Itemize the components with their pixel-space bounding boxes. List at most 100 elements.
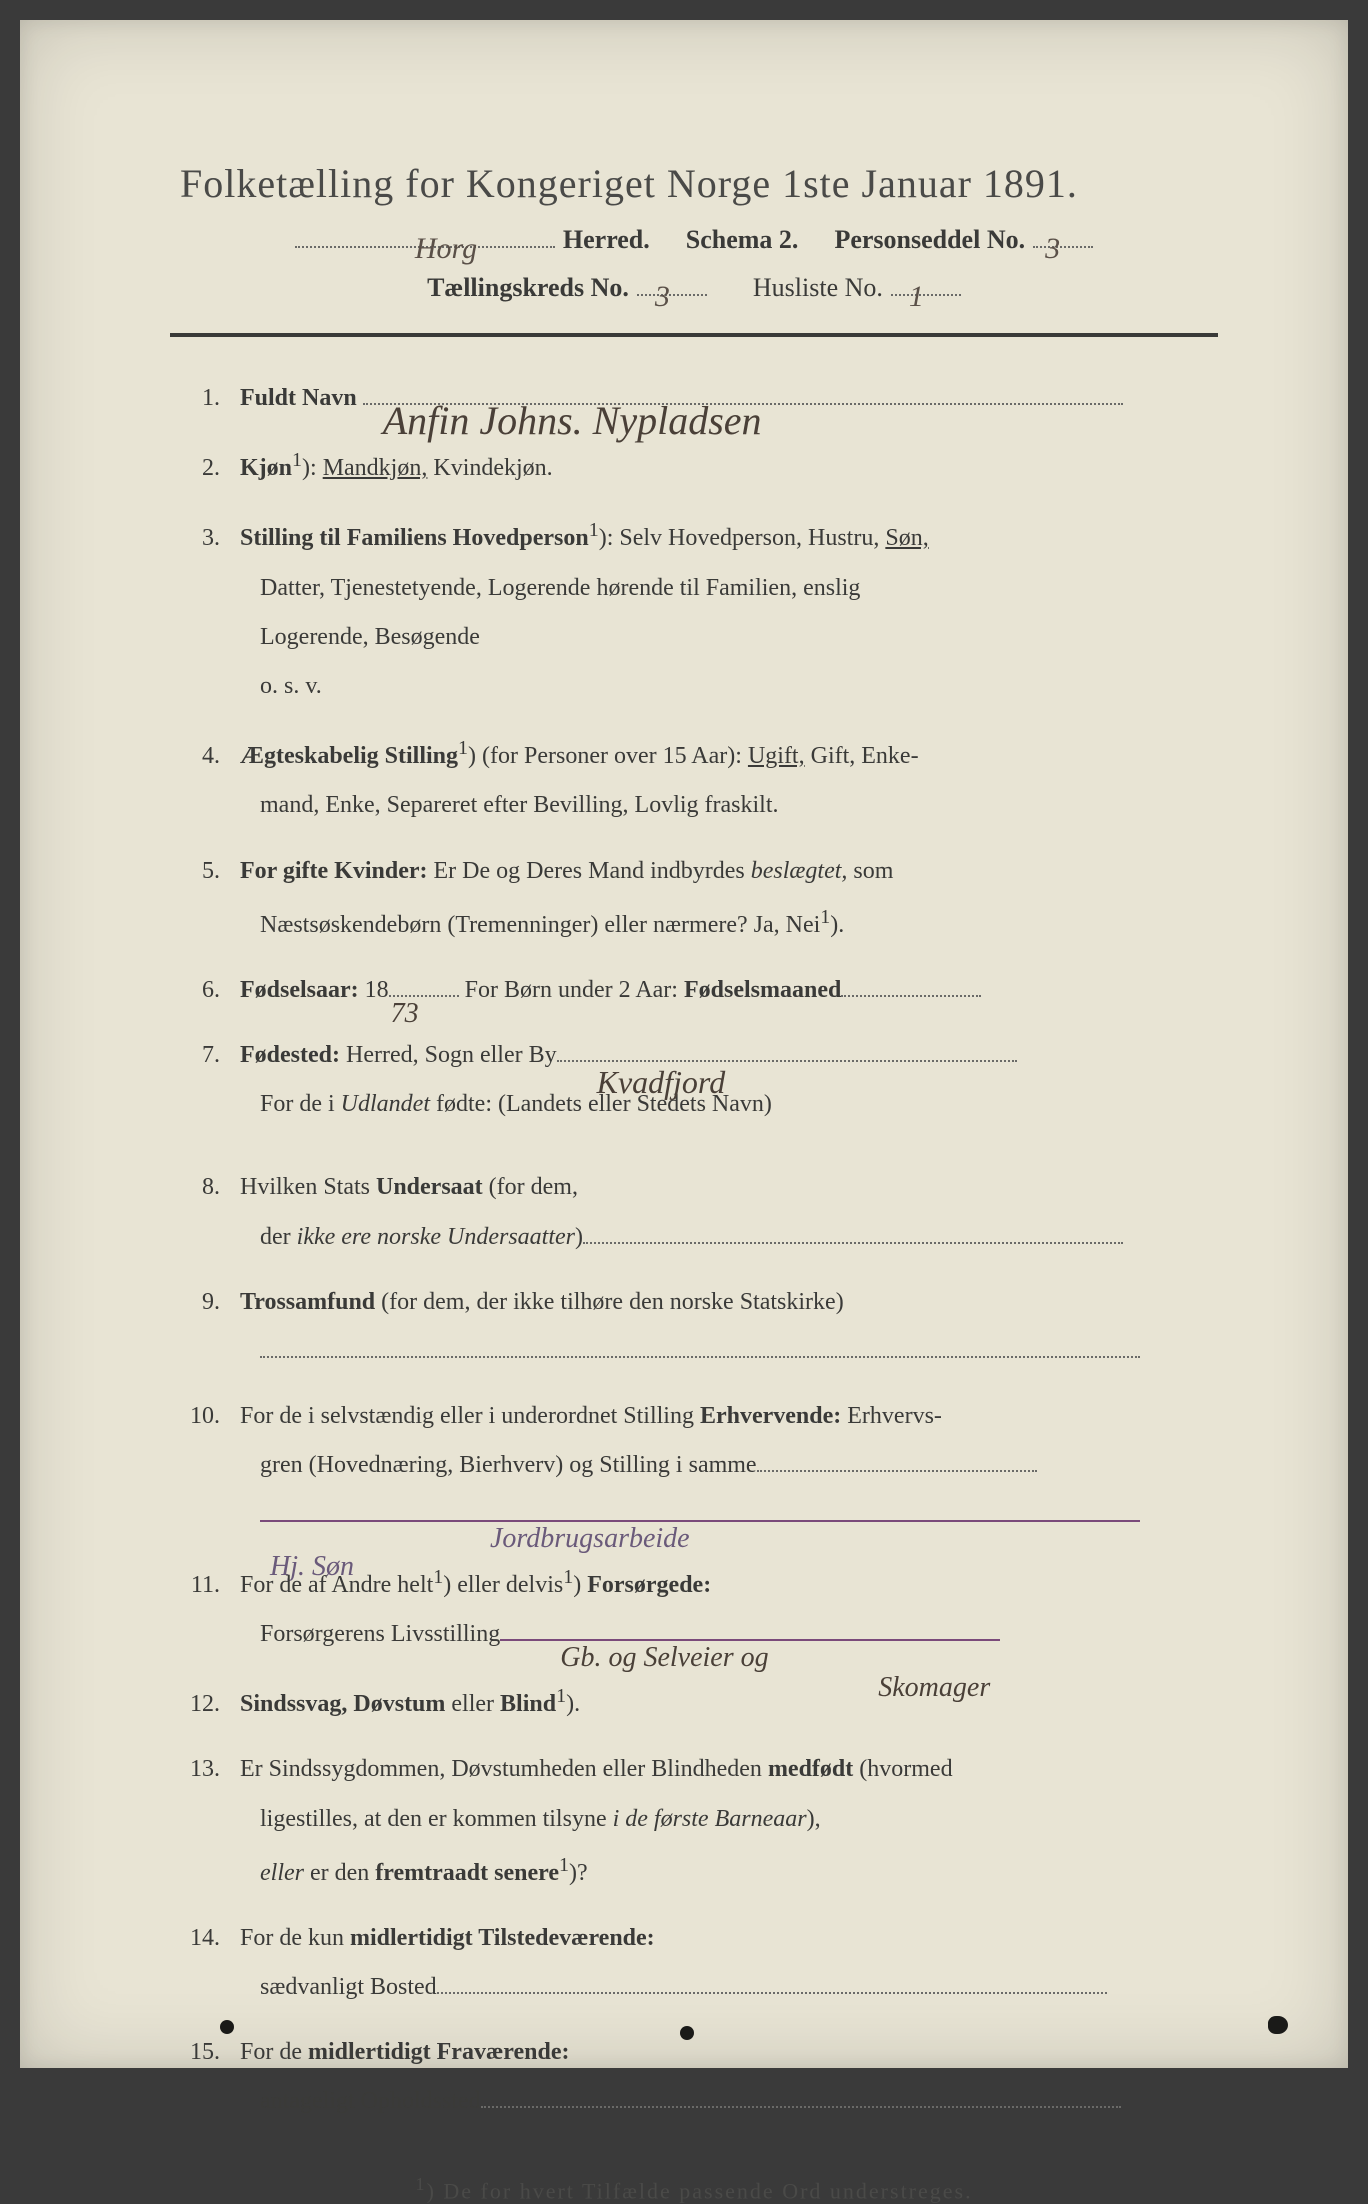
field-14-line [437, 1992, 1107, 1994]
footnote-sup: 1 [415, 2174, 426, 2194]
field-8: 8. Hvilken Stats Undersaat (for dem, [170, 1166, 1218, 1209]
field-5: 5. For gifte Kvinder: Er De og Deres Man… [170, 850, 1218, 893]
field-11-value-line: Gb. og Selveier og Skomager [500, 1639, 1000, 1641]
person-no-hand: 3 [1045, 232, 1060, 266]
field-5-italic: beslægtet, [751, 858, 848, 884]
field-10-text1: For de i selvstændig eller i underordnet… [240, 1403, 700, 1429]
header-divider [170, 333, 1218, 337]
field-5-text2: som [847, 858, 893, 884]
field-7-text: Herred, Sogn eller By [340, 1042, 557, 1068]
field-12: 12. Sindssvag, Døvstum eller Blind1). [170, 1678, 1218, 1726]
field-9-line-row [170, 1330, 1218, 1373]
field-6-year-line: 73 [389, 995, 459, 997]
kreds-no-hand: 3 [655, 280, 670, 314]
field-1-num: 1. [170, 377, 240, 420]
field-11-hand: Gb. og Selveier og [560, 1633, 768, 1683]
field-10-cont-text: gren (Hovednæring, Bierhverv) og Stillin… [260, 1452, 757, 1478]
field-6-year-hand: 73 [391, 989, 419, 1039]
field-15-cont: antageligt Opholdssted [170, 2080, 1218, 2123]
field-10-text2: Erhvervs- [841, 1403, 942, 1429]
dot-mark-right [1268, 2016, 1288, 2034]
field-8-cont-italic: ikke ere norske Undersaatter [297, 1224, 575, 1250]
herred-handwriting: Horg [415, 232, 477, 266]
field-11-label: Forsørgede: [587, 1572, 711, 1598]
field-10-cont: gren (Hovednæring, Bierhverv) og Stillin… [170, 1444, 1218, 1487]
field-10-value-line: Jordbrugsarbeide Hj. Søn [260, 1520, 1140, 1522]
field-14-cont-text: sædvanligt Bosted [260, 1974, 437, 2000]
field-2-label: Kjøn [240, 455, 292, 481]
field-2-text: ): Mandkjøn, Kvindekjøn. [302, 455, 553, 481]
field-12-label: Sindssvag, Døvstum [240, 1691, 445, 1717]
field-12-sup: 1 [556, 1685, 566, 1707]
field-3-cont3: o. s. v. [170, 665, 1218, 708]
field-9-label: Trossamfund [240, 1289, 375, 1315]
subtitle-row-2: Tællingskreds No. 3 Husliste No. 1 [170, 273, 1218, 303]
husliste-no-field: 1 [891, 294, 961, 296]
field-7-hand: Kvadfjord [597, 1054, 726, 1112]
field-6: 6. Fødselsaar: 1873 For Børn under 2 Aar… [170, 969, 1218, 1012]
field-8-text2: (for dem, [483, 1174, 578, 1200]
field-13-text2: (hvormed [853, 1756, 952, 1782]
field-13-label2: fremtraadt senere [375, 1860, 559, 1886]
field-13-end: )? [569, 1860, 588, 1886]
field-14-text: For de kun [240, 1925, 350, 1951]
field-13-num: 13. [170, 1748, 240, 1791]
main-title: Folketælling for Kongeriget Norge 1ste J… [170, 160, 1218, 207]
field-15-cont-text: antageligt Opholdssted [260, 2088, 481, 2114]
field-15-num: 15. [170, 2031, 240, 2074]
field-14-label: midlertidigt Tilstedeværende: [350, 1925, 655, 1951]
field-4-sup: 1 [458, 737, 468, 759]
field-2-num: 2. [170, 447, 240, 490]
field-5-cont: Næstsøskendebørn (Tremenninger) eller næ… [170, 899, 1218, 947]
field-3-num: 3. [170, 517, 240, 560]
field-8-num: 8. [170, 1166, 240, 1209]
subtitle-row-1: Horg Herred. Schema 2. Personseddel No. … [170, 225, 1218, 255]
field-15-line [481, 2106, 1121, 2108]
field-11-num: 11. [170, 1564, 240, 1607]
kreds-no-field: 3 [637, 294, 707, 296]
footnote: 1) De for hvert Tilfælde passende Ord un… [170, 2174, 1218, 2204]
field-3-text: ): Selv Hovedperson, Hustru, Søn, [599, 525, 929, 551]
field-6-year-prefix: 18 [359, 977, 389, 1003]
field-10-line1 [757, 1470, 1037, 1472]
husliste-no-hand: 1 [909, 280, 924, 314]
field-8-label: Undersaat [376, 1174, 483, 1200]
field-6-label: Fødselsaar: [240, 977, 359, 1003]
field-13-sup: 1 [559, 1854, 569, 1876]
field-11-sup2: 1 [563, 1566, 573, 1588]
field-15-text: For de [240, 2039, 308, 2065]
field-13-cont2-italic: eller [260, 1860, 304, 1886]
field-10-values: Jordbrugsarbeide Hj. Søn [170, 1494, 1218, 1537]
field-1-label: Fuldt Navn [240, 385, 357, 411]
field-13-cont1-end: ), [807, 1806, 821, 1832]
field-5-text: Er De og Deres Mand indbyrdes [428, 858, 751, 884]
field-4-cont: mand, Enke, Separeret efter Bevilling, L… [170, 784, 1218, 827]
field-14-num: 14. [170, 1917, 240, 1960]
field-11-cont-text: Forsørgerens Livsstilling [260, 1621, 500, 1647]
field-5-label: For gifte Kvinder: [240, 858, 428, 884]
field-7-num: 7. [170, 1034, 240, 1077]
field-3: 3. Stilling til Familiens Hovedperson1):… [170, 512, 1218, 560]
field-10: 10. For de i selvstændig eller i underor… [170, 1395, 1218, 1438]
husliste-label: Husliste No. [753, 273, 883, 303]
field-7: 7. Fødested: Herred, Sogn eller ByKvadfj… [170, 1034, 1218, 1077]
field-8-cont-end: ) [575, 1224, 583, 1250]
field-4-text: ) (for Personer over 15 Aar): Ugift, Gif… [468, 743, 919, 769]
field-7-label: Fødested: [240, 1042, 340, 1068]
field-13: 13. Er Sindssygdommen, Døvstumheden elle… [170, 1748, 1218, 1791]
field-6-month-line [841, 995, 981, 997]
field-11-text1: For de af Andre helt [240, 1572, 433, 1598]
kreds-label: Tællingskreds No. [427, 273, 629, 303]
field-13-cont1-italic: i de første Barneaar [613, 1806, 807, 1832]
field-3-cont1: Datter, Tjenestetyende, Logerende hørend… [170, 567, 1218, 610]
field-8-cont: der ikke ere norske Undersaatter) [170, 1216, 1218, 1259]
field-6-text2: For Børn under 2 Aar: [459, 977, 684, 1003]
dot-mark-center [680, 2026, 694, 2040]
field-5-cont-sup: 1 [820, 906, 830, 928]
field-9-num: 9. [170, 1281, 240, 1324]
document-page: Folketælling for Kongeriget Norge 1ste J… [20, 20, 1348, 2068]
field-9: 9. Trossamfund (for dem, der ikke tilhør… [170, 1281, 1218, 1324]
field-3-cont2: Logerende, Besøgende [170, 616, 1218, 659]
field-10-label: Erhvervende: [700, 1403, 841, 1429]
field-8-text1: Hvilken Stats [240, 1174, 376, 1200]
